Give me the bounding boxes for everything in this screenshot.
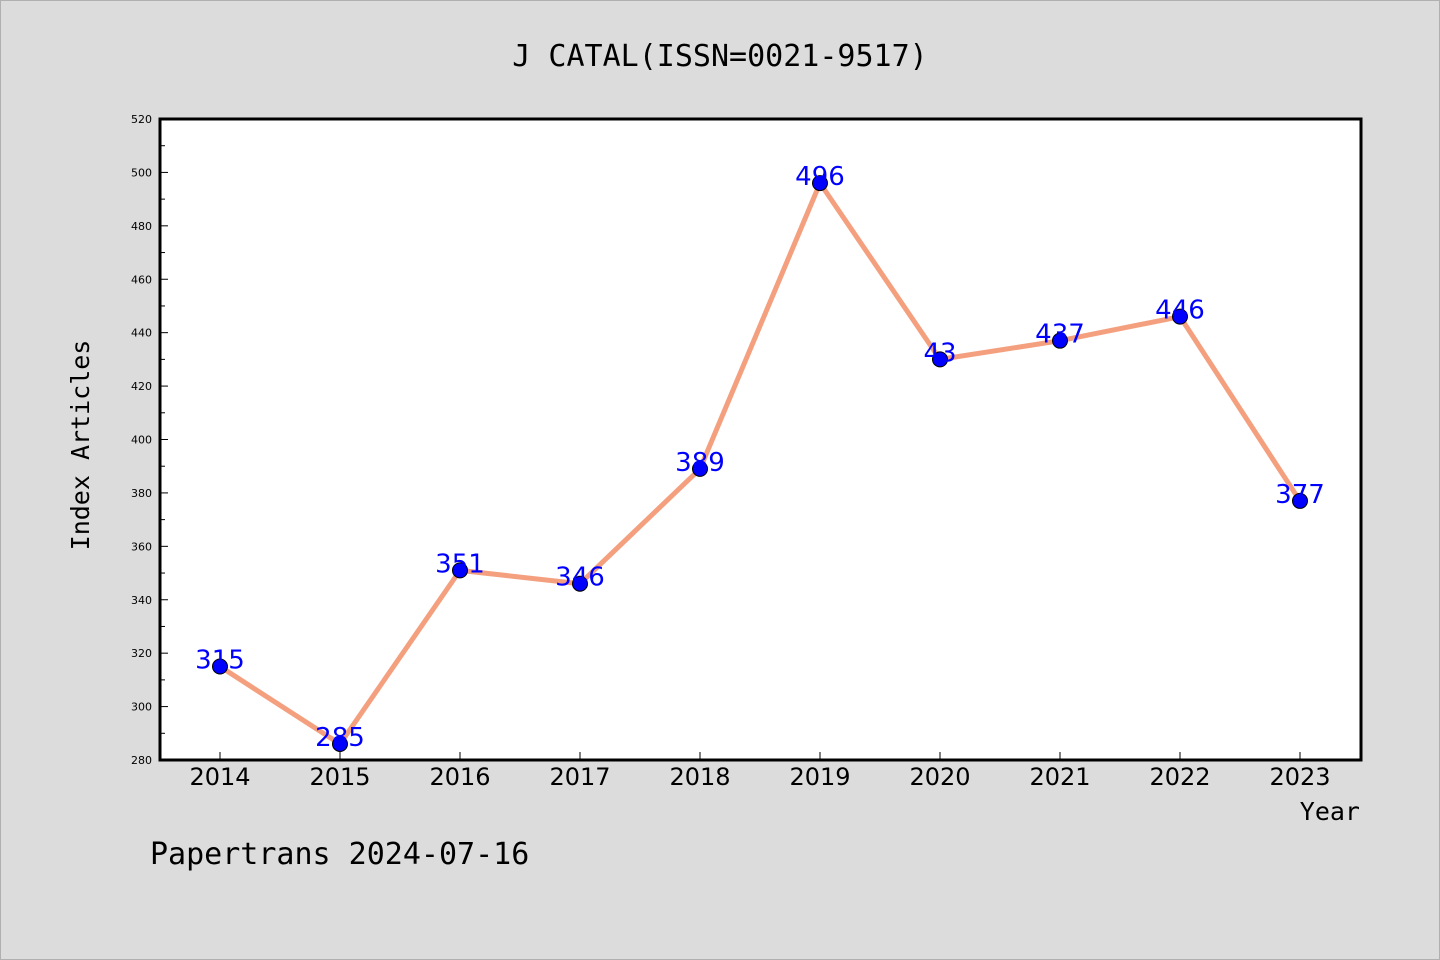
x-tick-label: 2015 [309,763,370,791]
y-tick-label: 480 [131,220,152,233]
y-axis-label: Index Articles [66,340,95,551]
y-tick-label: 320 [131,647,152,660]
data-label: 351 [435,549,485,579]
data-point-marker [452,562,468,579]
y-tick-label: 360 [131,540,152,553]
data-label: 496 [795,162,845,192]
y-tick-label: 520 [131,113,152,126]
chart-title: J CATAL(ISSN=0021-9517) [512,39,927,74]
data-point-marker [572,575,588,592]
x-tick-label: 2021 [1029,763,1090,791]
data-point-marker [932,351,948,368]
x-tick-label: 2023 [1269,763,1330,791]
y-tick-label: 300 [131,701,152,714]
data-point-marker [212,658,228,675]
series-line [217,180,1303,747]
y-tick-label: 280 [131,754,152,767]
data-label: 377 [1275,480,1325,510]
x-tick-label: 2017 [549,763,610,791]
x-tick-label: 2018 [669,763,730,791]
y-tick-label: 460 [131,273,152,286]
x-tick-label: 2016 [429,763,490,791]
x-axis-label: Year [1300,797,1360,826]
y-tick-label: 380 [131,487,152,500]
y-tick-label: 400 [131,434,152,447]
x-axis: 2014 2015 2016 2017 2018 2019 2020 2021 2022 2023 [189,752,1331,791]
data-label: 446 [1155,296,1205,326]
data-label: 285 [315,723,365,753]
data-point-marker [1172,308,1188,325]
y-tick-label: 420 [131,380,152,393]
data-label: 437 [1035,320,1085,350]
data-point-marker [1052,332,1068,349]
data-label: 389 [675,448,725,478]
x-tick-label: 2014 [189,763,250,791]
footer-text: Papertrans 2024-07-16 [150,837,529,872]
data-label: 43 [923,338,956,368]
y-tick-label: 440 [131,327,152,340]
data-point-marker [812,175,828,192]
data-point-marker [1292,492,1308,509]
data-label: 346 [555,563,605,593]
x-tick-label: 2020 [909,763,970,791]
y-tick-label: 340 [131,594,152,607]
data-labels-group: 315 285 351 346 389 496 43 437 446 377 [195,162,1325,753]
data-point-marker [332,735,348,752]
y-tick-label: 500 [131,166,152,179]
x-tick-label: 2022 [1149,763,1210,791]
data-point-marker [692,460,708,477]
series-line-group [212,175,1308,752]
data-label: 315 [195,646,245,676]
plot-area [158,117,1363,762]
x-tick-label: 2019 [789,763,850,791]
y-axis: 280 300 320 340 360 380 400 420 440 460 480 500 520 [131,113,168,767]
